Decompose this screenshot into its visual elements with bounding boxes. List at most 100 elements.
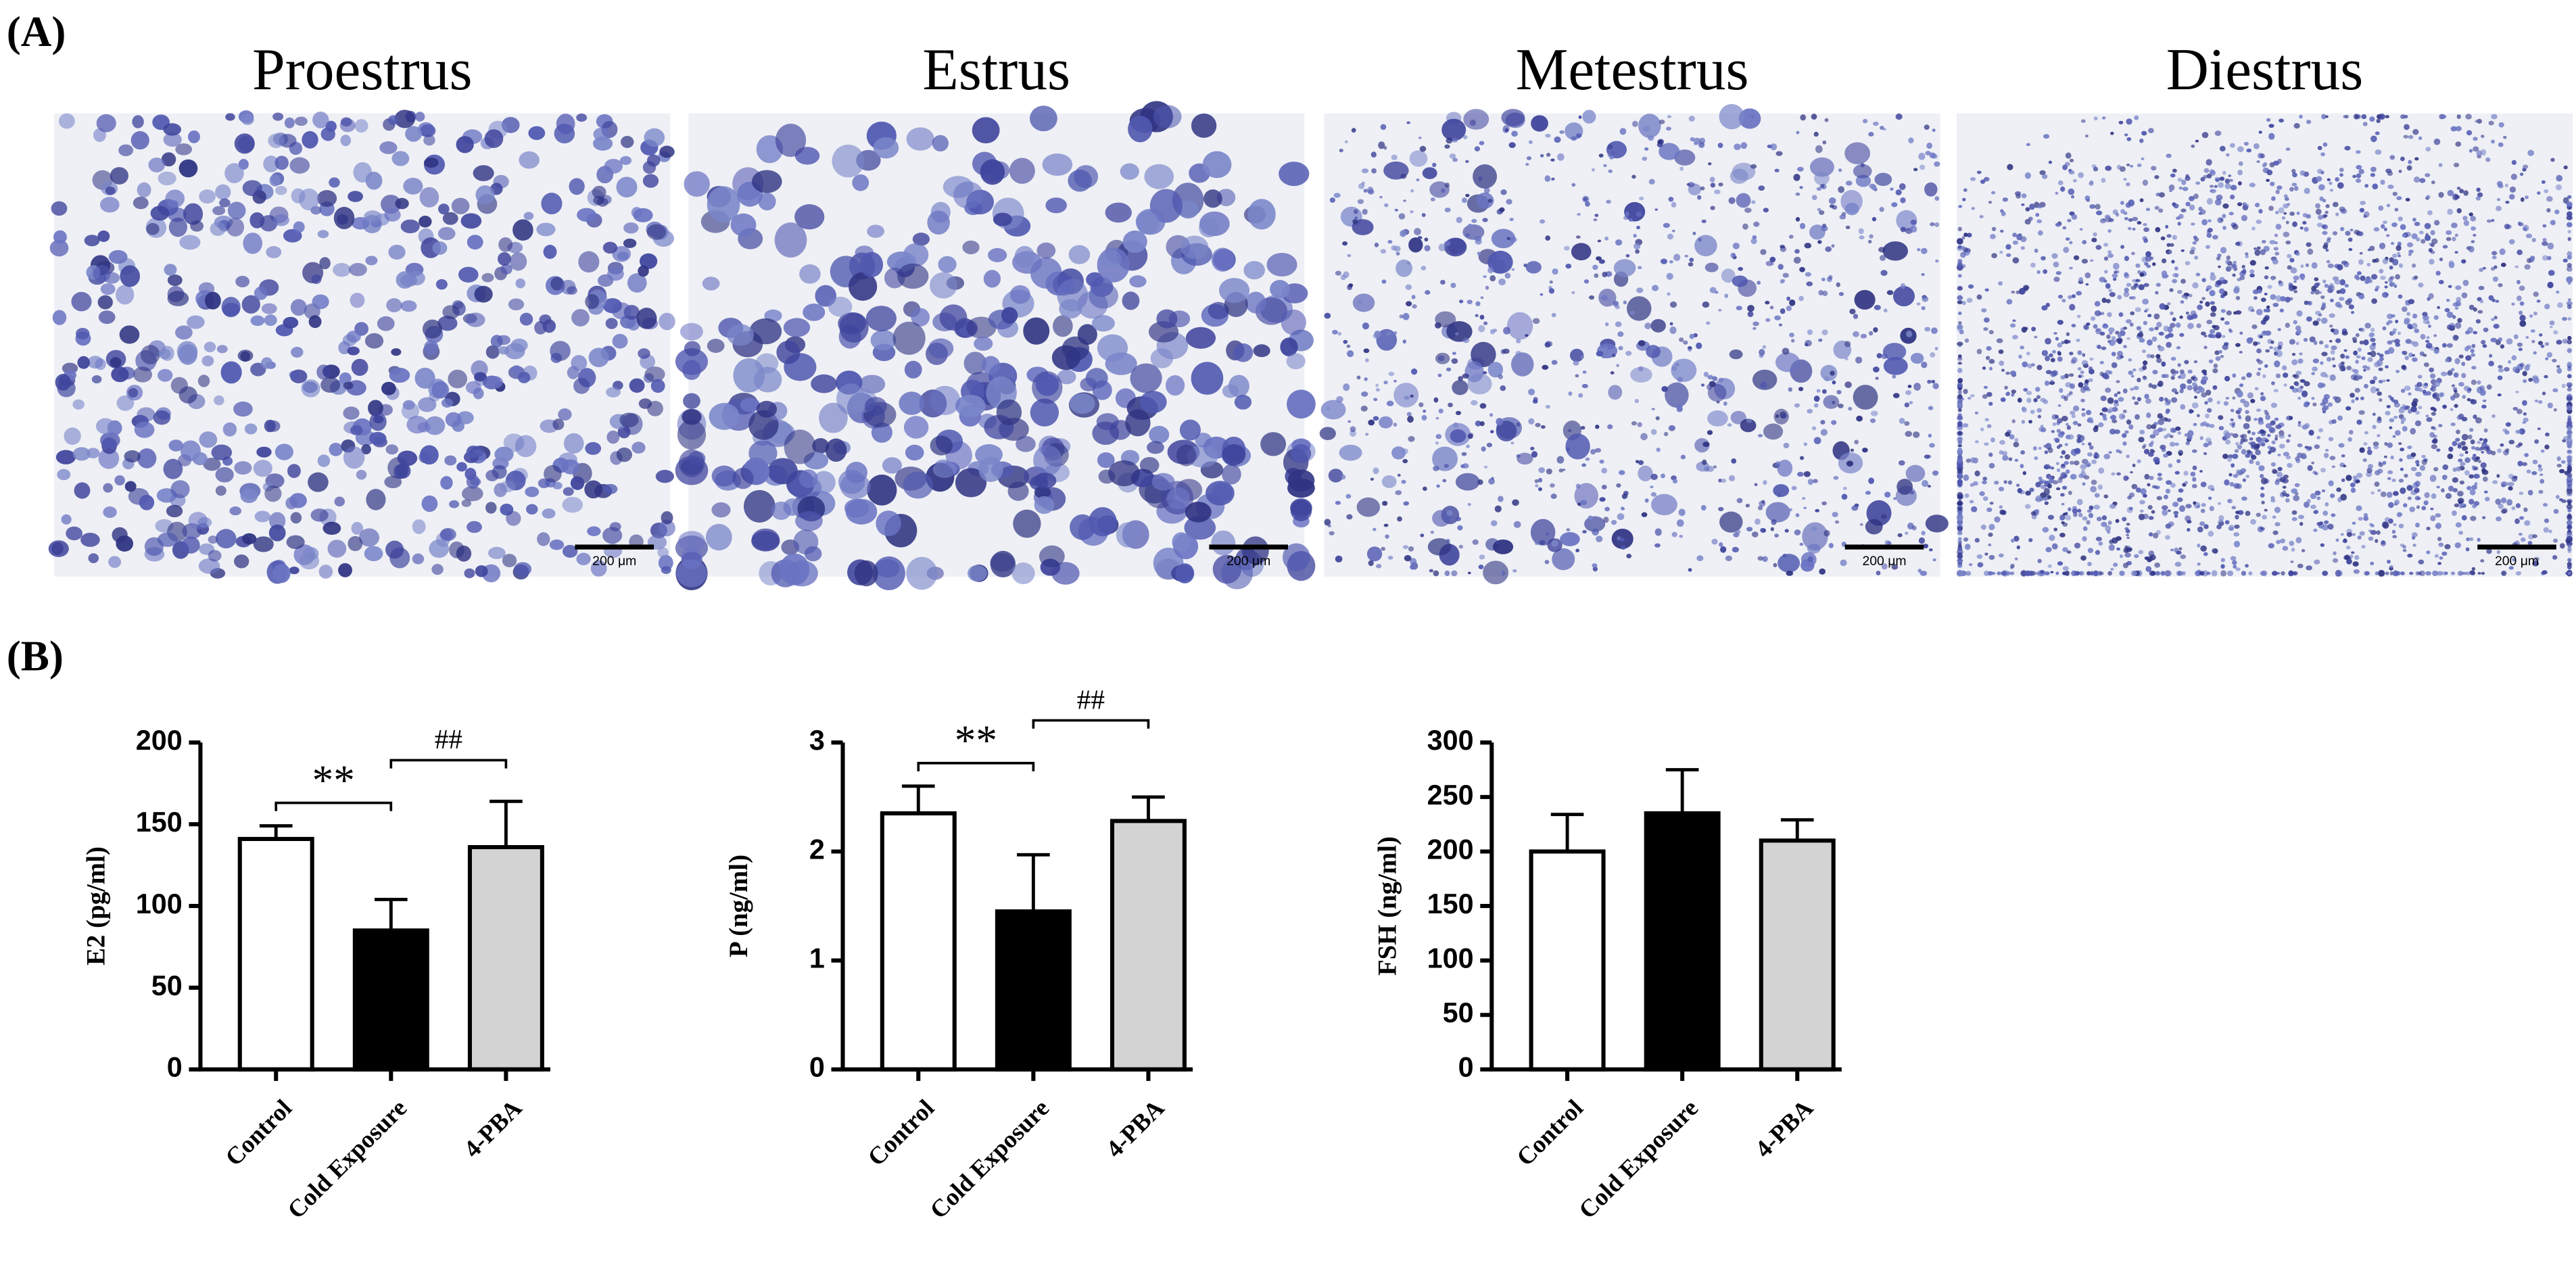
cell xyxy=(587,526,601,537)
cell xyxy=(2241,496,2247,501)
cell xyxy=(1512,499,1519,506)
cell xyxy=(1383,146,1387,150)
cell xyxy=(911,308,930,327)
cell xyxy=(2345,406,2352,411)
cell xyxy=(2356,276,2360,281)
cell xyxy=(1783,442,1790,449)
cell xyxy=(2518,533,2523,536)
cell xyxy=(2082,526,2088,531)
cell xyxy=(2184,360,2189,364)
cell xyxy=(1899,418,1905,424)
cell xyxy=(1860,163,1865,168)
cell xyxy=(2068,170,2075,175)
cell xyxy=(2099,360,2104,364)
cell xyxy=(2228,473,2233,477)
cell xyxy=(2150,354,2155,358)
cell xyxy=(2345,355,2350,359)
cell xyxy=(350,293,365,308)
cell xyxy=(2203,452,2208,456)
cell xyxy=(301,379,320,398)
cell xyxy=(2038,479,2045,484)
cell xyxy=(2567,462,2571,466)
cell xyxy=(2466,485,2472,491)
cell xyxy=(1404,395,1410,400)
cell xyxy=(2224,375,2231,382)
cell xyxy=(2102,413,2107,418)
cell xyxy=(616,447,633,462)
cell xyxy=(2081,360,2089,366)
cell xyxy=(2299,521,2304,526)
cell xyxy=(2561,383,2566,388)
cell xyxy=(981,356,1001,375)
cell xyxy=(2203,168,2210,173)
cell xyxy=(1534,479,1539,483)
cell xyxy=(2040,492,2047,498)
cell xyxy=(400,300,417,312)
cell xyxy=(269,174,281,187)
cell xyxy=(2158,192,2166,198)
cell xyxy=(2391,282,2395,286)
cell xyxy=(870,329,897,351)
cell xyxy=(2391,222,2398,227)
cell xyxy=(903,416,929,439)
cell xyxy=(2098,467,2105,474)
cell xyxy=(1811,426,1817,431)
cell xyxy=(2483,438,2488,443)
cell xyxy=(1883,308,1888,313)
cell xyxy=(1869,418,1876,423)
cell xyxy=(1913,383,1921,391)
cell xyxy=(1185,502,1212,523)
cell xyxy=(1867,239,1872,244)
cell xyxy=(1105,202,1132,223)
cell xyxy=(1934,161,1940,167)
cell xyxy=(1575,483,1581,489)
cell xyxy=(2309,336,2316,343)
cell xyxy=(2293,280,2297,283)
cell xyxy=(1924,182,1938,197)
cell xyxy=(2404,124,2410,130)
cell xyxy=(2251,431,2256,435)
cell xyxy=(2460,503,2465,507)
cell xyxy=(484,129,504,148)
cell xyxy=(2333,551,2337,556)
cell xyxy=(1679,166,1684,171)
micrograph xyxy=(675,101,1316,591)
cell xyxy=(1151,473,1175,491)
cell xyxy=(1868,477,1874,485)
cell xyxy=(1829,204,1834,208)
cell xyxy=(2239,383,2244,387)
cell xyxy=(932,135,949,152)
cell xyxy=(2473,414,2477,419)
cell xyxy=(498,237,513,252)
cell xyxy=(2090,571,2095,576)
cell xyxy=(2218,265,2221,268)
cell xyxy=(1869,234,1874,239)
cell xyxy=(377,316,395,331)
cell xyxy=(164,264,177,276)
cell xyxy=(108,249,128,264)
cell xyxy=(1648,135,1654,141)
cell xyxy=(2191,402,2199,409)
cell xyxy=(2300,276,2305,281)
cell xyxy=(2279,477,2286,483)
cell xyxy=(2200,481,2207,487)
cell xyxy=(2468,149,2473,153)
cell xyxy=(1757,433,1763,437)
cell xyxy=(2294,483,2300,487)
cell xyxy=(2387,470,2393,475)
cell xyxy=(381,381,396,395)
cell xyxy=(1718,182,1723,187)
cell xyxy=(1757,281,1761,285)
cell xyxy=(1030,105,1057,132)
cell xyxy=(2471,379,2477,385)
cell xyxy=(1892,286,1915,307)
cell xyxy=(2455,322,2462,329)
cell xyxy=(1759,354,1764,358)
cell xyxy=(2330,298,2334,303)
cell xyxy=(2324,502,2329,507)
cell xyxy=(2567,558,2571,562)
cell xyxy=(2026,391,2032,395)
cell xyxy=(2442,245,2448,249)
cell xyxy=(2181,179,2187,185)
cell xyxy=(1845,225,1851,229)
